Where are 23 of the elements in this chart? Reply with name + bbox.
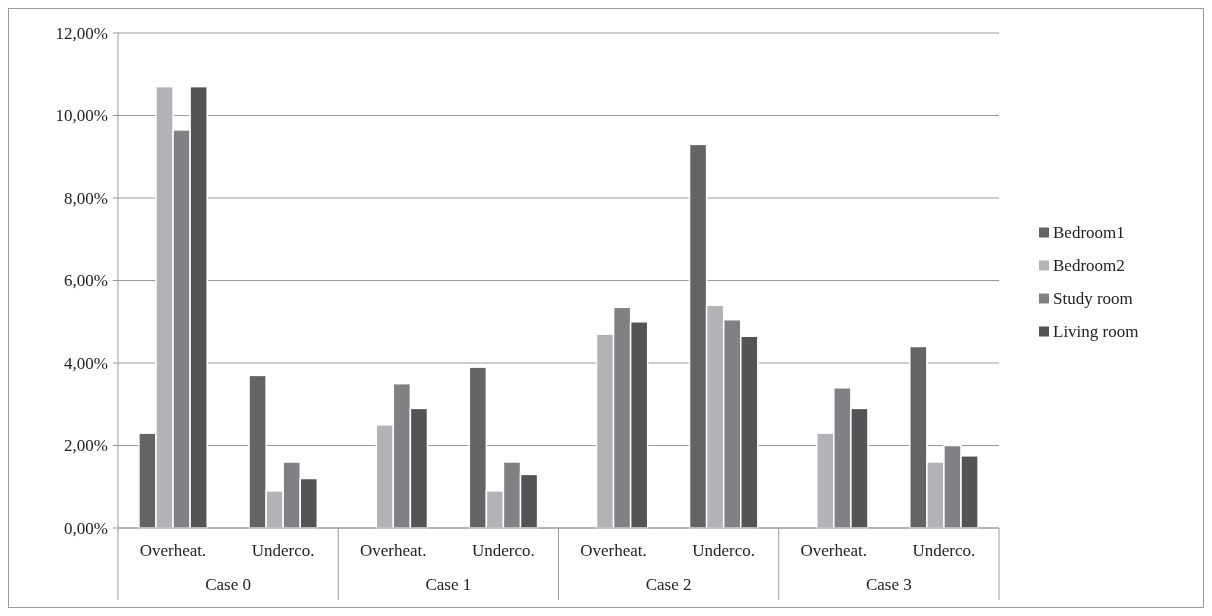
- y-tick-label: 4,00%: [64, 353, 108, 373]
- y-tick-label: 10,00%: [55, 106, 108, 126]
- y-tick-label: 2,00%: [64, 436, 108, 456]
- x-tick-label: Underco.: [251, 541, 315, 560]
- x-tick-label: Underco.: [472, 541, 535, 560]
- legend-label: Study room: [1053, 289, 1133, 309]
- y-tick-label: 0,00%: [64, 518, 108, 538]
- text: Case 2: [645, 575, 692, 594]
- x-tick-label: Overheat.: [800, 541, 868, 560]
- x-tick-label: Overheat.: [580, 541, 647, 560]
- y-tick-label: 12,00%: [55, 23, 108, 43]
- legend-label: Bedroom2: [1053, 256, 1125, 276]
- legend-label: Bedroom1: [1053, 223, 1125, 243]
- y-tick-label: 6,00%: [64, 271, 108, 291]
- text: Case 3: [865, 575, 912, 594]
- x-tick-label: Overheat.: [360, 541, 427, 560]
- x-tick-label: Overheat.: [139, 541, 207, 560]
- x-tick-label: Underco.: [692, 541, 756, 560]
- y-tick-label: 8,00%: [64, 188, 108, 208]
- text: Case 0: [205, 575, 252, 594]
- text: Case 1: [425, 575, 472, 594]
- legend-label: Living room: [1053, 322, 1139, 342]
- x-tick-label: Underco.: [912, 541, 976, 560]
